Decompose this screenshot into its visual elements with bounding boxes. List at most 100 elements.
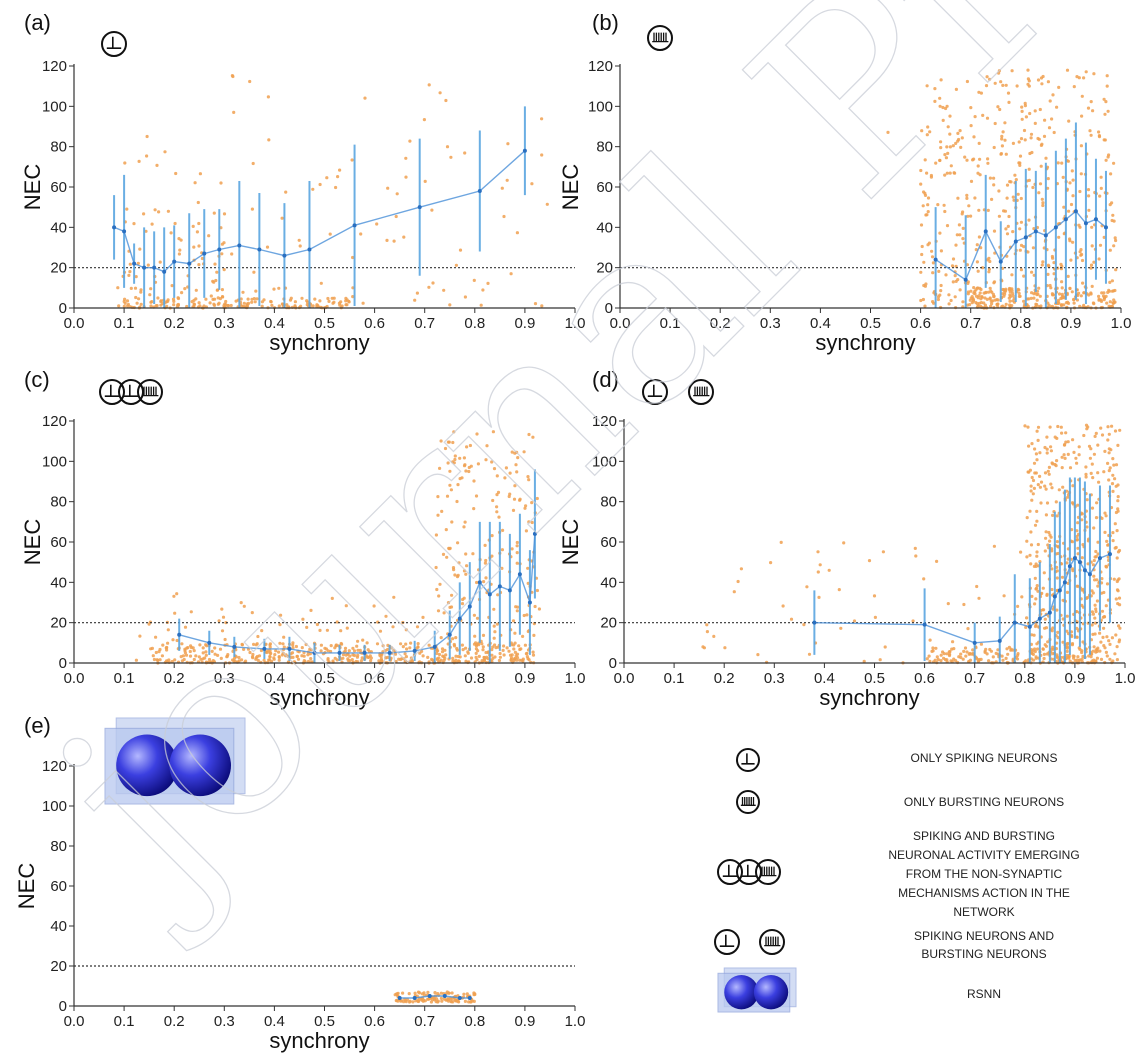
mean-point [282, 253, 287, 258]
scatter-point [450, 991, 454, 995]
scatter-point [1102, 615, 1106, 619]
scatter-point [1004, 83, 1008, 87]
scatter-point [1046, 80, 1050, 84]
mean-point [412, 996, 417, 1000]
scatter-point [1019, 220, 1024, 224]
scatter-point [1076, 293, 1080, 297]
scatter-point [1072, 656, 1076, 660]
scatter-point [938, 104, 942, 108]
scatter-point [930, 255, 935, 259]
scatter-point [1065, 68, 1070, 72]
scatter-point [426, 655, 430, 660]
scatter-point [732, 590, 736, 594]
scatter-point [171, 638, 175, 642]
y-tick-label: 120 [592, 413, 617, 430]
scatter-point [1004, 302, 1008, 306]
scatter-point [1008, 293, 1012, 297]
scatter-point [404, 175, 408, 179]
scatter-point [1043, 549, 1047, 553]
scatter-point [319, 649, 323, 653]
scatter-point [1006, 91, 1011, 95]
legend-item: RSNN [717, 967, 1001, 1013]
scatter-point [281, 651, 285, 655]
legend-text: NETWORK [953, 905, 1014, 919]
scatter-point [1077, 445, 1081, 449]
scatter-point [990, 302, 994, 306]
scatter-point [1087, 208, 1091, 212]
scatter-point [409, 656, 413, 660]
scatter-point [1108, 300, 1112, 304]
scatter-point [472, 479, 476, 483]
scatter-point [464, 572, 468, 576]
y-tick-label: 60 [596, 179, 613, 196]
scatter-point [127, 273, 131, 277]
scatter-point [507, 494, 511, 499]
scatter-point [1016, 604, 1020, 609]
scatter-point [152, 657, 156, 662]
scatter-point [440, 647, 445, 651]
scatter-point [521, 634, 525, 639]
scatter-point [1075, 461, 1079, 465]
scatter-point [441, 552, 446, 557]
scatter-point [464, 659, 468, 663]
panel-d: (d)0.0 0.1 0.2 0.3 0.4 0.5 0.6 0.7 0.8 0.9 1.00204… [558, 367, 1135, 710]
spike-neuron-icon [642, 379, 668, 405]
scatter-point [939, 140, 943, 144]
scatter-point [947, 293, 951, 297]
panel-icon-group-a [101, 31, 127, 57]
scatter-point [1110, 279, 1114, 283]
scatter-point [739, 567, 744, 571]
scatter-point [988, 286, 992, 290]
scatter-point [1022, 299, 1026, 303]
scatter-point [356, 653, 360, 658]
scatter-point [477, 654, 481, 659]
scatter-point [926, 210, 930, 214]
y-tick-label: 40 [600, 574, 617, 591]
scatter-point [1067, 209, 1071, 213]
scatter-point [1068, 239, 1072, 243]
scatter-point [1035, 298, 1039, 302]
scatter-point [1037, 286, 1041, 290]
spike-burst-network-icon [717, 859, 781, 885]
mean-point [477, 580, 482, 585]
scatter-point [304, 642, 308, 647]
scatter-point [1057, 235, 1061, 239]
scatter-point [1060, 303, 1064, 307]
scatter-point [962, 602, 966, 607]
scatter-point [192, 298, 196, 302]
scatter-point [414, 999, 418, 1003]
scatter-point [469, 1000, 473, 1004]
scatter-point [267, 138, 271, 142]
scatter-point [1085, 595, 1090, 600]
scatter-point [1100, 577, 1104, 581]
scatter-point [256, 658, 260, 663]
scatter-point [1076, 655, 1080, 659]
scatter-point [951, 640, 955, 644]
scatter-point [1097, 294, 1101, 298]
mean-point [162, 269, 167, 274]
scatter-point [515, 544, 519, 548]
scatter-point [399, 642, 403, 646]
mean-point [1013, 239, 1018, 244]
scatter-point [462, 569, 467, 573]
x-tick-label: 0.1 [114, 315, 135, 332]
scatter-point [1049, 535, 1053, 539]
scatter-point [958, 288, 962, 292]
scatter-point [403, 652, 407, 656]
scatter-point [1110, 289, 1114, 293]
scatter-point [955, 233, 959, 237]
mean-point [532, 531, 537, 536]
scatter-point [472, 613, 476, 617]
scatter-point [386, 186, 390, 190]
scatter-point [242, 647, 246, 652]
scatter-point [1032, 633, 1036, 637]
scatter-point [1028, 151, 1032, 156]
mean-point [257, 247, 262, 252]
scatter-point [359, 659, 363, 663]
scatter-point [396, 991, 400, 995]
scatter-point [407, 1000, 412, 1004]
scatter-point [360, 656, 364, 660]
scatter-point [1042, 134, 1047, 138]
scatter-point [244, 659, 248, 663]
